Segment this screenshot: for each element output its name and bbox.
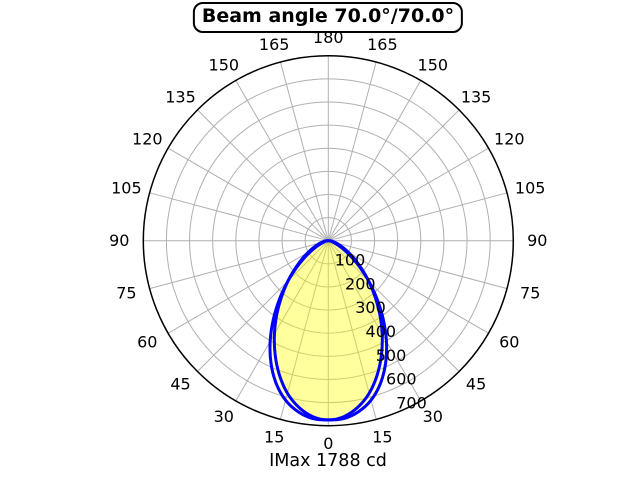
beam-curve-2 [268,239,389,422]
angle-tick-label: 150 [418,55,449,74]
angle-tick-label: 165 [259,35,290,54]
polar-grid-spoke [197,240,329,372]
polar-grid-spoke [327,240,460,372]
angle-tick-label: 0 [323,434,333,453]
polar-grid-spoke [328,147,489,242]
angle-tick-label: 30 [423,407,443,426]
beam-fill-1 [274,240,383,420]
angle-tick-label: 45 [170,375,190,394]
polar-grid-spoke [149,192,329,242]
polar-grid-spoke [327,109,460,242]
r-tick-label: 600 [386,370,417,389]
polar-grid-spoke [328,240,508,290]
polar-grid-spoke [235,240,329,402]
angle-tick-label: 75 [520,284,540,303]
angle-tick-label: 105 [111,179,142,198]
imax-label: IMax 1788 cd [269,451,387,471]
angle-tick-label: 105 [515,179,546,198]
polar-grid-spoke [149,240,329,290]
polar-grid-spoke [279,61,329,241]
polar-outer-circle [142,54,515,427]
angle-tick-label: 165 [367,35,398,54]
polar-grid-spoke [327,240,422,402]
chart-title: Beam angle 70.0°/70.0° [192,2,464,33]
r-tick-label: 100 [335,251,366,270]
r-tick-label: 700 [396,394,427,413]
angle-tick-label: 135 [461,88,492,107]
angle-tick-label: 30 [214,407,234,426]
angle-tick-label: 135 [165,88,196,107]
angle-tick-label: 60 [137,333,157,352]
polar-grid-spoke [327,240,377,420]
angle-tick-label: 60 [499,333,519,352]
angle-tick-label: 120 [132,130,163,149]
beam-fill-2 [269,240,387,420]
polar-grid-spoke [328,240,489,334]
polar-grid-spoke [167,240,329,334]
polar-grid-spoke [197,109,329,242]
angle-tick-label: 90 [109,231,129,250]
polar-grid-spoke [327,61,377,241]
polar-grid-spoke [327,80,422,241]
polar-grid-spoke [279,240,329,420]
polar-grid-spoke [328,192,508,242]
angle-tick-label: 75 [116,284,136,303]
polar-grid-spoke [167,147,329,242]
r-tick-label: 500 [376,346,407,365]
angle-tick-label: 120 [494,130,525,149]
angle-tick-label: 15 [372,427,392,446]
angle-tick-label: 90 [527,231,547,250]
r-tick-label: 400 [366,322,397,341]
r-tick-label: 300 [355,298,386,317]
angle-tick-label: 150 [209,55,240,74]
polar-grid-spoke [235,80,329,241]
r-tick-label: 200 [345,274,376,293]
angle-tick-label: 15 [264,427,284,446]
angle-tick-label: 45 [466,375,486,394]
